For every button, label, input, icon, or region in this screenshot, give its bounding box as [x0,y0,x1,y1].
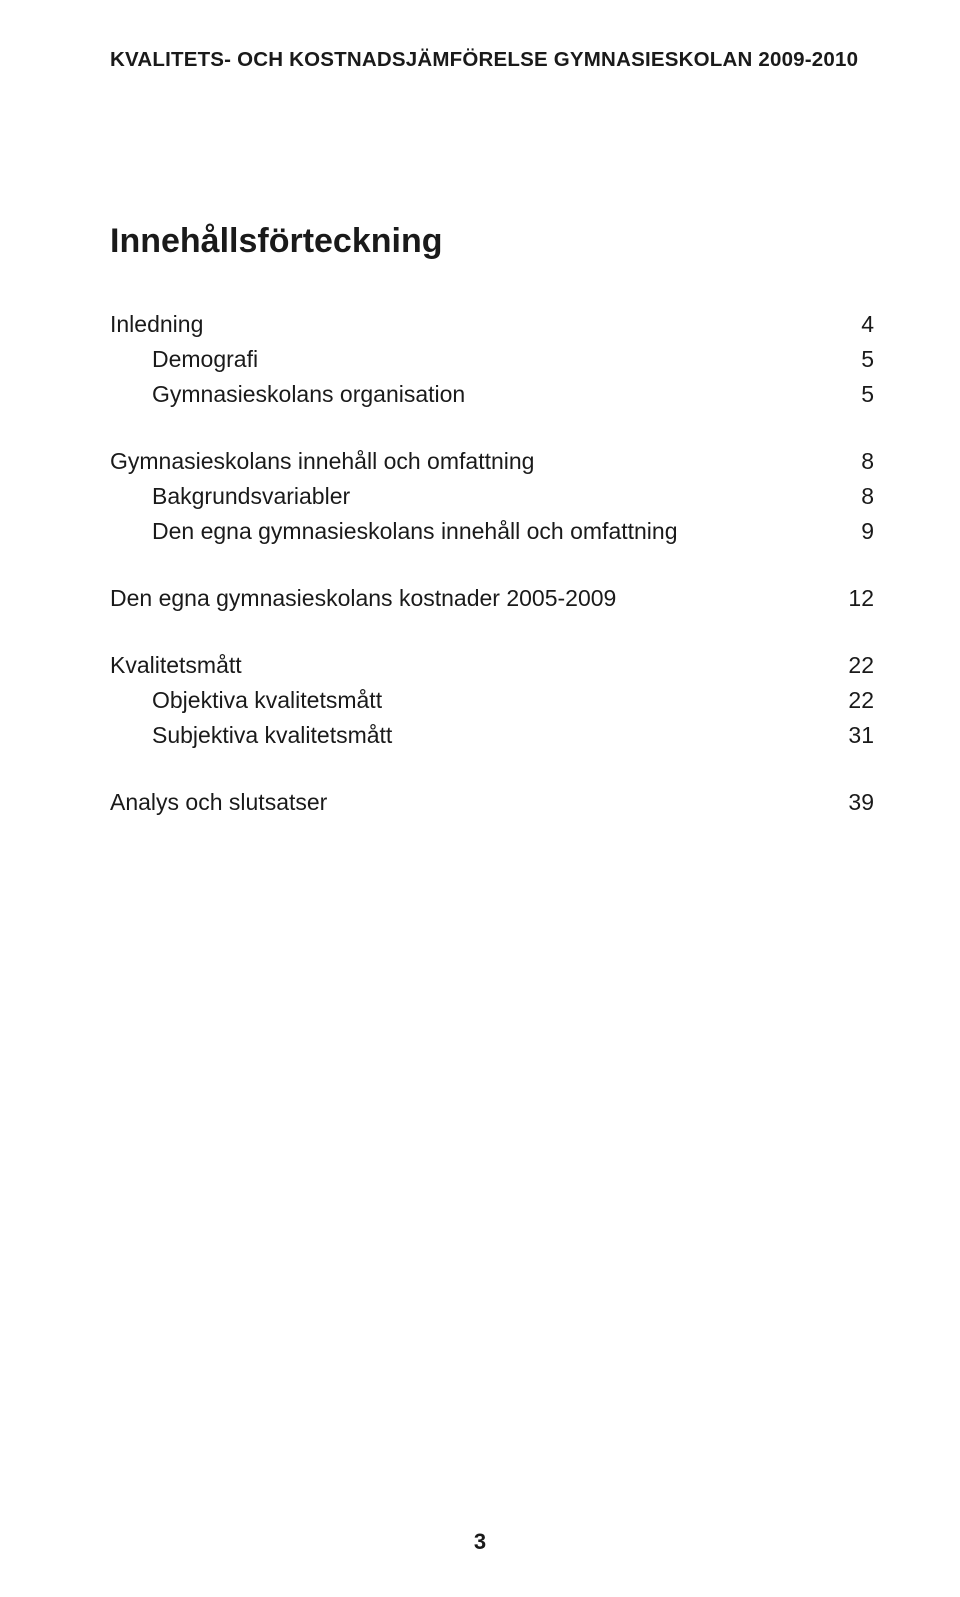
toc-page-number: 31 [832,718,874,753]
toc-entry-sub: Subjektiva kvalitetsmått 31 [110,718,874,753]
toc-entry-main: Kvalitetsmått 22 [110,648,874,683]
document-page: KVALITETS- OCH KOSTNADSJÄMFÖRELSE GYMNAS… [0,0,960,1597]
page-number: 3 [0,1529,960,1555]
toc-page-number: 5 [834,342,874,377]
toc-title: Innehållsförteckning [110,222,874,261]
toc-entry-sub: Den egna gymnasieskolans innehåll och om… [110,514,874,549]
toc-label: Subjektiva kvalitetsmått [110,718,832,753]
toc-page-number: 39 [832,785,874,820]
toc-entry-sub: Bakgrundsvariabler 8 [110,479,874,514]
toc-group: Inledning 4 Demografi 5 Gymnasieskolans … [110,307,874,412]
toc-label: Inledning [110,307,834,342]
toc-page-number: 22 [832,683,874,718]
toc-group: Den egna gymnasieskolans kostnader 2005-… [110,581,874,616]
toc-label: Demografi [110,342,834,377]
toc-entry-main: Den egna gymnasieskolans kostnader 2005-… [110,581,874,616]
toc-label: Gymnasieskolans organisation [110,377,834,412]
toc-label: Objektiva kvalitetsmått [110,683,832,718]
toc-page-number: 9 [834,514,874,549]
toc-entry-sub: Gymnasieskolans organisation 5 [110,377,874,412]
toc-entry-main: Gymnasieskolans innehåll och omfattning … [110,444,874,479]
toc-entry-main: Analys och slutsatser 39 [110,785,874,820]
toc-label: Den egna gymnasieskolans kostnader 2005-… [110,581,832,616]
toc-group: Kvalitetsmått 22 Objektiva kvalitetsmått… [110,648,874,753]
toc-page-number: 4 [834,307,874,342]
toc-page-number: 5 [834,377,874,412]
toc-page-number: 8 [834,444,874,479]
toc-page-number: 12 [832,581,874,616]
toc-label: Kvalitetsmått [110,648,832,683]
toc-label: Bakgrundsvariabler [110,479,834,514]
toc-group: Gymnasieskolans innehåll och omfattning … [110,444,874,549]
toc-entry-sub: Demografi 5 [110,342,874,377]
running-header: KVALITETS- OCH KOSTNADSJÄMFÖRELSE GYMNAS… [110,48,874,72]
toc-label: Analys och slutsatser [110,785,832,820]
toc-page-number: 8 [834,479,874,514]
toc-label: Gymnasieskolans innehåll och omfattning [110,444,834,479]
toc-page-number: 22 [832,648,874,683]
toc-label: Den egna gymnasieskolans innehåll och om… [110,514,834,549]
toc-entry-main: Inledning 4 [110,307,874,342]
toc-group: Analys och slutsatser 39 [110,785,874,820]
toc-entry-sub: Objektiva kvalitetsmått 22 [110,683,874,718]
